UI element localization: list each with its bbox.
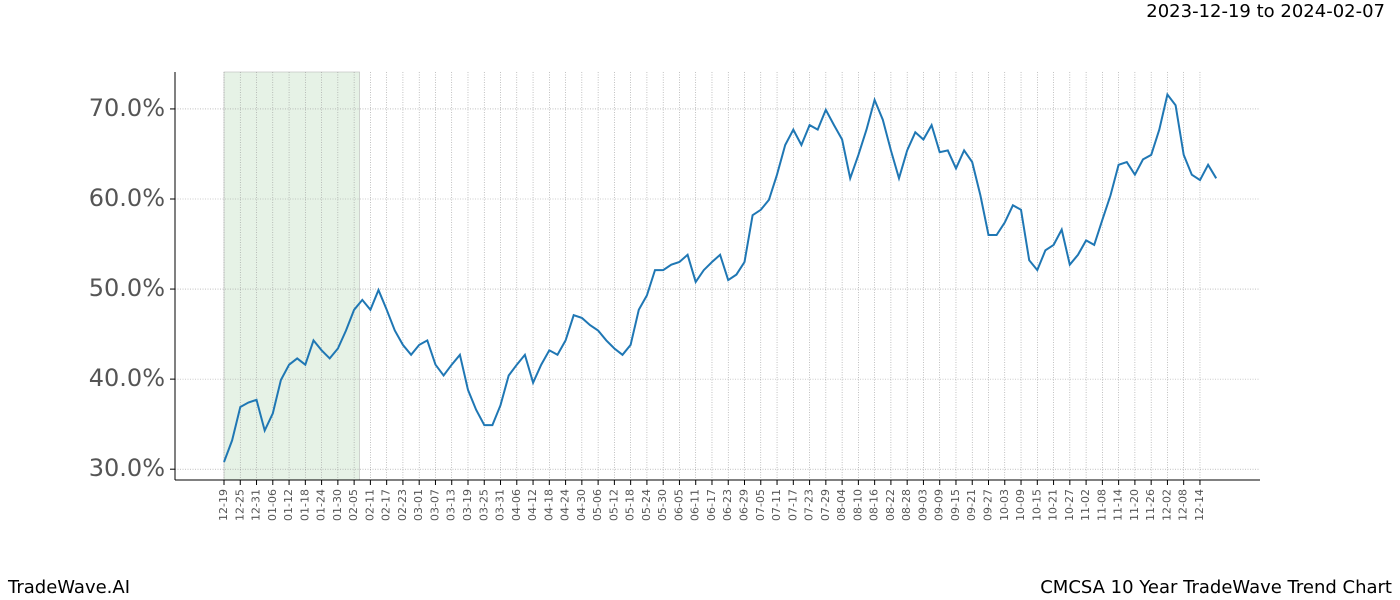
x-tick-label: 11-02 — [1079, 489, 1092, 521]
x-tick-label: 02-11 — [363, 489, 376, 521]
x-tick-label: 05-06 — [591, 489, 604, 521]
x-tick-label: 07-29 — [819, 489, 832, 521]
y-tick-label: 70.0% — [89, 94, 165, 122]
x-tick-label: 08-10 — [851, 489, 864, 521]
x-tick-label: 11-26 — [1144, 489, 1157, 521]
x-tick-label: 06-29 — [738, 489, 751, 521]
x-tick-label: 04-12 — [526, 489, 539, 521]
y-tick-label: 50.0% — [89, 274, 165, 302]
trend-line — [223, 92, 1218, 463]
x-tick-label: 01-24 — [315, 489, 328, 521]
x-tick-label: 04-30 — [575, 489, 588, 521]
x-tick-label: 05-18 — [624, 489, 637, 521]
x-tick-label: 08-16 — [868, 489, 881, 521]
x-tick-label: 05-30 — [656, 489, 669, 521]
x-tick-label: 10-15 — [1030, 489, 1043, 521]
x-tick-label: 08-22 — [884, 489, 897, 521]
y-tick-label: 30.0% — [89, 454, 165, 482]
x-tick-label: 05-24 — [640, 489, 653, 521]
x-tick-label: 09-09 — [933, 489, 946, 521]
x-tick-label: 07-23 — [803, 489, 816, 521]
x-tick-label: 10-27 — [1063, 489, 1076, 521]
x-tick-label: 05-12 — [607, 489, 620, 521]
x-tick-label: 01-30 — [331, 489, 344, 521]
x-tick-label: 03-31 — [494, 489, 507, 521]
x-tick-label: 07-05 — [754, 489, 767, 521]
x-tick-label: 10-09 — [1014, 489, 1027, 521]
x-tick-label: 01-06 — [266, 489, 279, 521]
x-tick-label: 03-25 — [477, 489, 490, 521]
chart-title: CMCSA 10 Year TradeWave Trend Chart — [1040, 577, 1392, 598]
x-tick-label: 08-04 — [835, 489, 848, 521]
x-tick-label: 01-12 — [282, 489, 295, 521]
x-tick-label: 09-27 — [982, 489, 995, 521]
x-tick-label: 03-19 — [461, 489, 474, 521]
x-tick-label: 06-17 — [705, 489, 718, 521]
y-tick-label: 40.0% — [89, 364, 165, 392]
x-tick-label: 11-08 — [1095, 489, 1108, 521]
x-tick-label: 12-31 — [250, 489, 263, 521]
x-tick-label: 07-11 — [770, 489, 783, 521]
x-tick-label: 12-02 — [1160, 489, 1173, 521]
x-tick-label: 11-20 — [1128, 489, 1141, 521]
x-tick-label: 07-17 — [786, 489, 799, 521]
x-tick-label: 09-15 — [949, 489, 962, 521]
x-tick-label: 03-13 — [445, 489, 458, 521]
x-tick-label: 09-21 — [965, 489, 978, 521]
x-tick-label: 04-18 — [542, 489, 555, 521]
x-tick-label: 01-18 — [298, 489, 311, 521]
x-tick-label: 04-06 — [510, 489, 523, 521]
x-tick-label: 10-21 — [1047, 489, 1060, 521]
x-tick-label: 06-23 — [721, 489, 734, 521]
subtitle: 2023-12-19 to 2024-02-07 — [1146, 1, 1385, 22]
x-tick-label: 12-19 — [217, 489, 230, 521]
brand: TradeWave.AI — [7, 577, 130, 598]
x-tick-label: 11-14 — [1112, 489, 1125, 521]
y-tick-label: 60.0% — [89, 184, 165, 212]
x-tick-label: 12-25 — [233, 489, 246, 521]
x-tick-label: 09-03 — [916, 489, 929, 521]
x-tick-label: 04-24 — [559, 489, 572, 521]
x-tick-label: 02-23 — [396, 489, 409, 521]
x-tick-label: 12-08 — [1177, 489, 1190, 521]
x-tick-label: 06-05 — [672, 489, 685, 521]
x-tick-label: 06-11 — [689, 489, 702, 521]
x-tick-label: 02-05 — [347, 489, 360, 521]
x-tick-label: 02-17 — [380, 489, 393, 521]
x-tick-label: 03-07 — [428, 489, 441, 521]
x-tick-label: 08-28 — [900, 489, 913, 521]
x-tick-label: 03-01 — [412, 489, 425, 521]
highlight-span — [223, 71, 360, 481]
x-tick-label: 12-14 — [1193, 489, 1206, 521]
x-tick-label: 10-03 — [998, 489, 1011, 521]
